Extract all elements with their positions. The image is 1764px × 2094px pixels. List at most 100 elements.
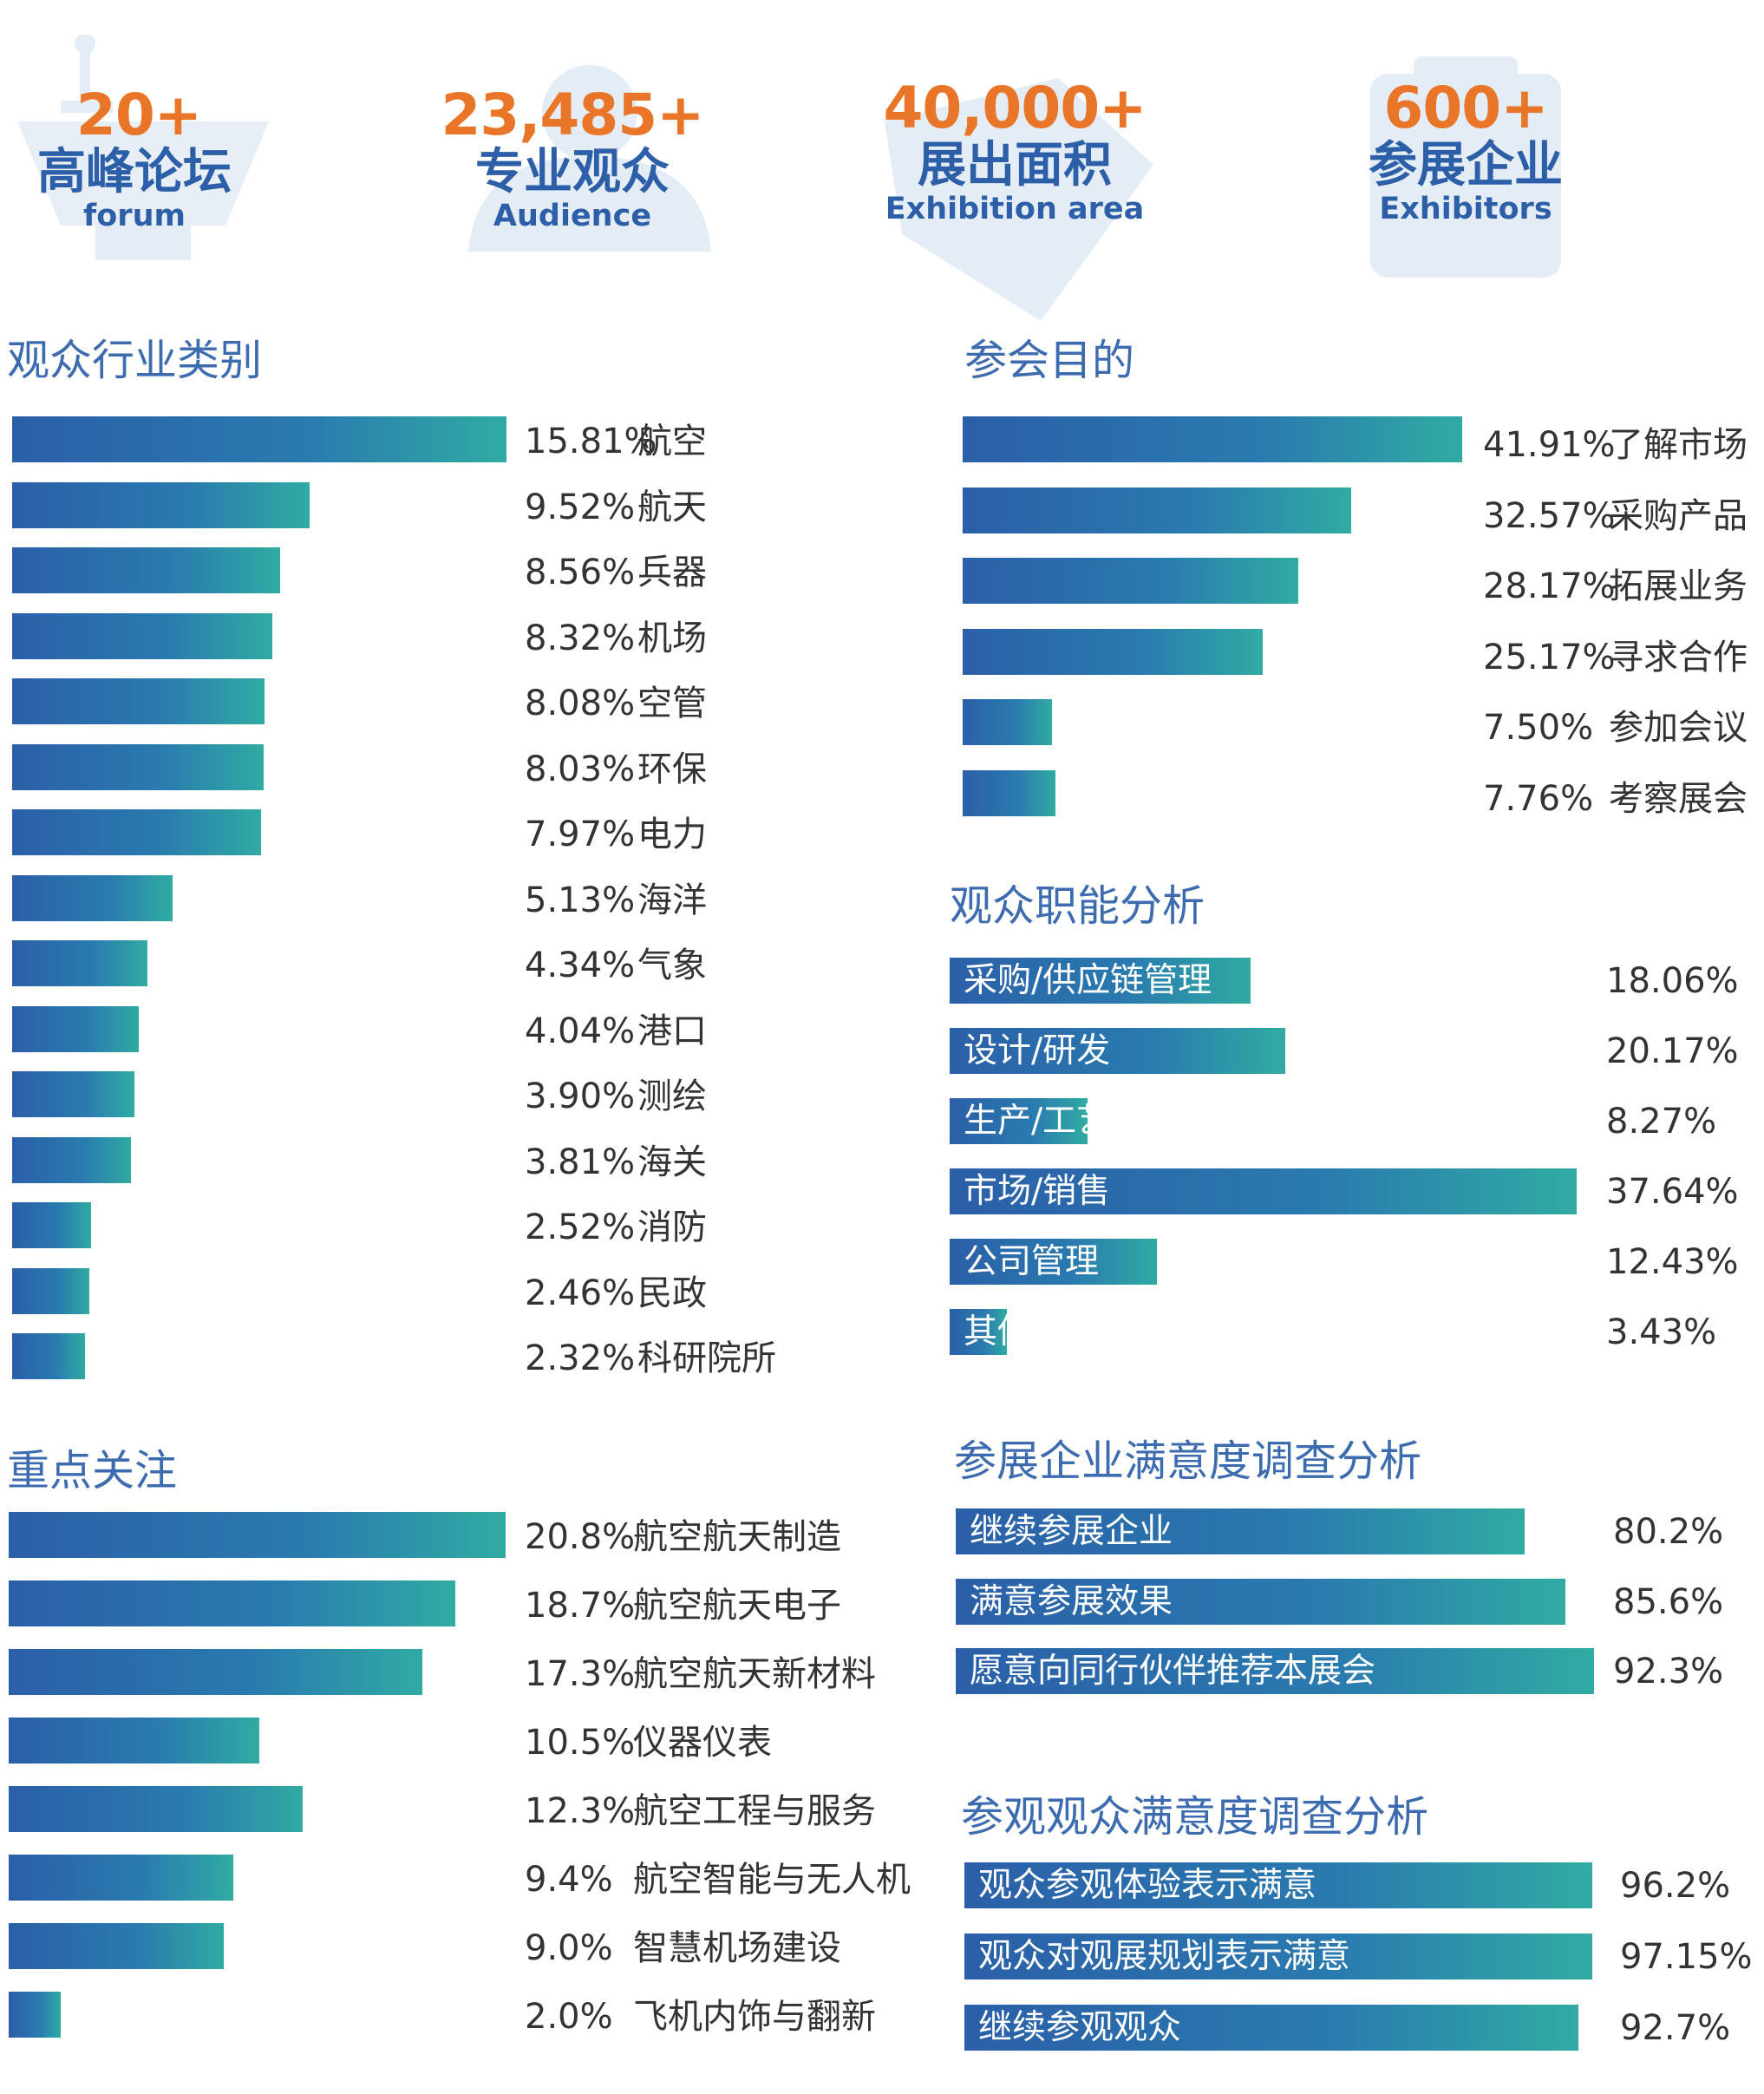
stat-label-en: forum bbox=[83, 199, 186, 233]
bar-category-label: 气象 bbox=[637, 946, 707, 985]
chart-bar bbox=[963, 769, 1055, 816]
bar-category-label: 电力 bbox=[637, 815, 707, 854]
building-icon bbox=[1370, 56, 1561, 278]
stat-number: 20+ bbox=[75, 82, 202, 148]
bar-label: 3.81%海关 bbox=[525, 1141, 707, 1184]
bar-category-label: 航空智能与无人机 bbox=[633, 1860, 911, 1900]
bar-value-label: 12.3% bbox=[525, 1791, 636, 1831]
bar-value-label: 7.97% bbox=[525, 815, 636, 854]
bar-value-label: 9.52% bbox=[525, 487, 636, 527]
bar-category-label: 公司管理 bbox=[964, 1242, 1100, 1281]
stat-label-cn: 专业观众 bbox=[475, 144, 670, 200]
bar-value-label: 2.52% bbox=[525, 1207, 636, 1247]
bar-category-label: 愿意向同行伙伴推荐本展会 bbox=[970, 1652, 1376, 1691]
bar-category-label: 机场 bbox=[637, 618, 707, 658]
bar-value-label: 20.8% bbox=[525, 1517, 636, 1557]
bar-label: 7.76% 考察展会 bbox=[1483, 777, 1748, 821]
bar-value-label: 17.3% bbox=[525, 1654, 636, 1694]
chart-bar bbox=[12, 612, 272, 659]
bar-label: 25.17%寻求合作 bbox=[1483, 636, 1748, 679]
stat-area: 40,000+ 展出面积 Exhibition area bbox=[867, 35, 1162, 321]
bar-category-label: 航空 bbox=[637, 422, 707, 461]
bar-value-label: 18.7% bbox=[525, 1586, 636, 1626]
bar-label: 7.50% 参加会议 bbox=[1483, 706, 1748, 749]
bar-value-label: 9.0% bbox=[525, 1928, 613, 1968]
bar-label: 3.90%测绘 bbox=[525, 1075, 707, 1118]
bar-label: 41.91%了解市场 bbox=[1483, 423, 1748, 467]
bar-category-label: 仪器仪表 bbox=[633, 1723, 772, 1763]
bar-category-label: 航空航天制造 bbox=[633, 1517, 841, 1557]
bar-category-label: 航空工程与服务 bbox=[633, 1791, 876, 1831]
bar-value-label: 8.27% bbox=[1606, 1102, 1717, 1142]
bar-category-label: 采购产品 bbox=[1609, 495, 1748, 536]
chart-bar bbox=[12, 547, 280, 593]
bar-category-label: 智慧机场建设 bbox=[633, 1928, 841, 1968]
bar-value-label: 3.90% bbox=[525, 1076, 636, 1116]
chart-bar bbox=[956, 1508, 1525, 1554]
chart-title: 参会目的 bbox=[964, 336, 1135, 385]
chart-bar bbox=[9, 1580, 455, 1626]
chart-bar bbox=[950, 1168, 1577, 1214]
bar-category-label: 空管 bbox=[637, 684, 707, 723]
bar-category-label: 了解市场 bbox=[1609, 425, 1748, 465]
bar-label: 18.7%航空航天电子 bbox=[525, 1584, 841, 1627]
chart-bar bbox=[12, 1005, 139, 1052]
chart-bar bbox=[12, 1136, 131, 1183]
bar-value-label: 97.15% bbox=[1620, 1937, 1753, 1977]
chart-bar bbox=[9, 1786, 303, 1832]
bar-category-label: 航空航天电子 bbox=[633, 1586, 841, 1626]
bar-value-label: 37.64% bbox=[1606, 1172, 1739, 1212]
chart-bar bbox=[964, 2005, 1578, 2051]
chart-title: 参观观众满意度调查分析 bbox=[961, 1792, 1429, 1842]
chart-bar bbox=[963, 558, 1298, 604]
bar-value-label: 8.08% bbox=[525, 684, 636, 723]
chart-bar bbox=[950, 1309, 1007, 1355]
chart-bar bbox=[9, 1923, 224, 1969]
chart-bar bbox=[12, 809, 261, 855]
stat-label-cn: 参展企业 bbox=[1369, 137, 1563, 193]
bar-value-label: 4.04% bbox=[525, 1011, 636, 1051]
bar-value-label: 15.81% bbox=[525, 422, 657, 461]
stat-exhibitors: 600+ 参展企业 Exhibitors bbox=[1318, 35, 1613, 278]
bar-value-label: 3.81% bbox=[525, 1142, 636, 1182]
bar-label: 10.5%仪器仪表 bbox=[525, 1721, 772, 1764]
bar-category-label: 消防 bbox=[637, 1207, 707, 1247]
bar-category-label: 参加会议 bbox=[1609, 708, 1748, 748]
bar-category-label: 拓展业务 bbox=[1609, 566, 1748, 606]
bar-category-label: 生产/工艺/测试 bbox=[964, 1102, 1190, 1141]
bar-label: 8.08%空管 bbox=[525, 682, 707, 725]
bar-value-label: 2.0% bbox=[525, 1997, 613, 2037]
bar-value-label: 3.43% bbox=[1606, 1312, 1717, 1352]
bar-value-label: 5.13% bbox=[525, 880, 636, 920]
bar-label: 9.52%航天 bbox=[525, 486, 707, 529]
bar-category-label: 航空航天新材料 bbox=[633, 1654, 876, 1694]
chart-title: 参展企业满意度调查分析 bbox=[954, 1436, 1422, 1486]
bar-label: 4.34%气象 bbox=[525, 944, 707, 987]
bar-value-label: 2.32% bbox=[525, 1338, 636, 1378]
bar-value-label: 8.03% bbox=[525, 749, 636, 789]
bar-label: 2.52%消防 bbox=[525, 1206, 707, 1249]
bar-category-label: 继续参观观众 bbox=[978, 2008, 1182, 2047]
bar-value-label: 2.46% bbox=[525, 1273, 636, 1313]
bar-value-label: 96.2% bbox=[1620, 1866, 1731, 1906]
bar-category-label: 环保 bbox=[637, 749, 707, 789]
bar-category-label: 测绘 bbox=[637, 1076, 707, 1116]
bar-label: 12.3%航空工程与服务 bbox=[525, 1790, 876, 1833]
bar-value-label: 32.57% bbox=[1483, 495, 1616, 536]
bar-value-label: 4.34% bbox=[525, 946, 636, 985]
bar-category-label: 飞机内饰与翻新 bbox=[633, 1997, 876, 2037]
bar-value-label: 12.43% bbox=[1606, 1242, 1739, 1282]
chart-bar bbox=[963, 628, 1263, 675]
chart-bar bbox=[12, 416, 506, 462]
chart-bar bbox=[9, 1649, 422, 1695]
chart-bar bbox=[12, 1071, 134, 1117]
bar-label: 17.3%航空航天新材料 bbox=[525, 1652, 876, 1696]
chart-bar bbox=[12, 1202, 91, 1248]
stat-label-en: Audience bbox=[493, 199, 652, 233]
chart-title: 观众职能分析 bbox=[950, 881, 1205, 931]
bar-category-label: 采购/供应链管理 bbox=[964, 961, 1212, 1000]
bar-category-label: 海关 bbox=[637, 1142, 707, 1182]
stat-label-en: Exhibition area bbox=[885, 192, 1145, 226]
bar-label: 28.17%拓展业务 bbox=[1483, 565, 1748, 608]
stat-forum: 20+ 高峰论坛 forum bbox=[0, 35, 295, 260]
